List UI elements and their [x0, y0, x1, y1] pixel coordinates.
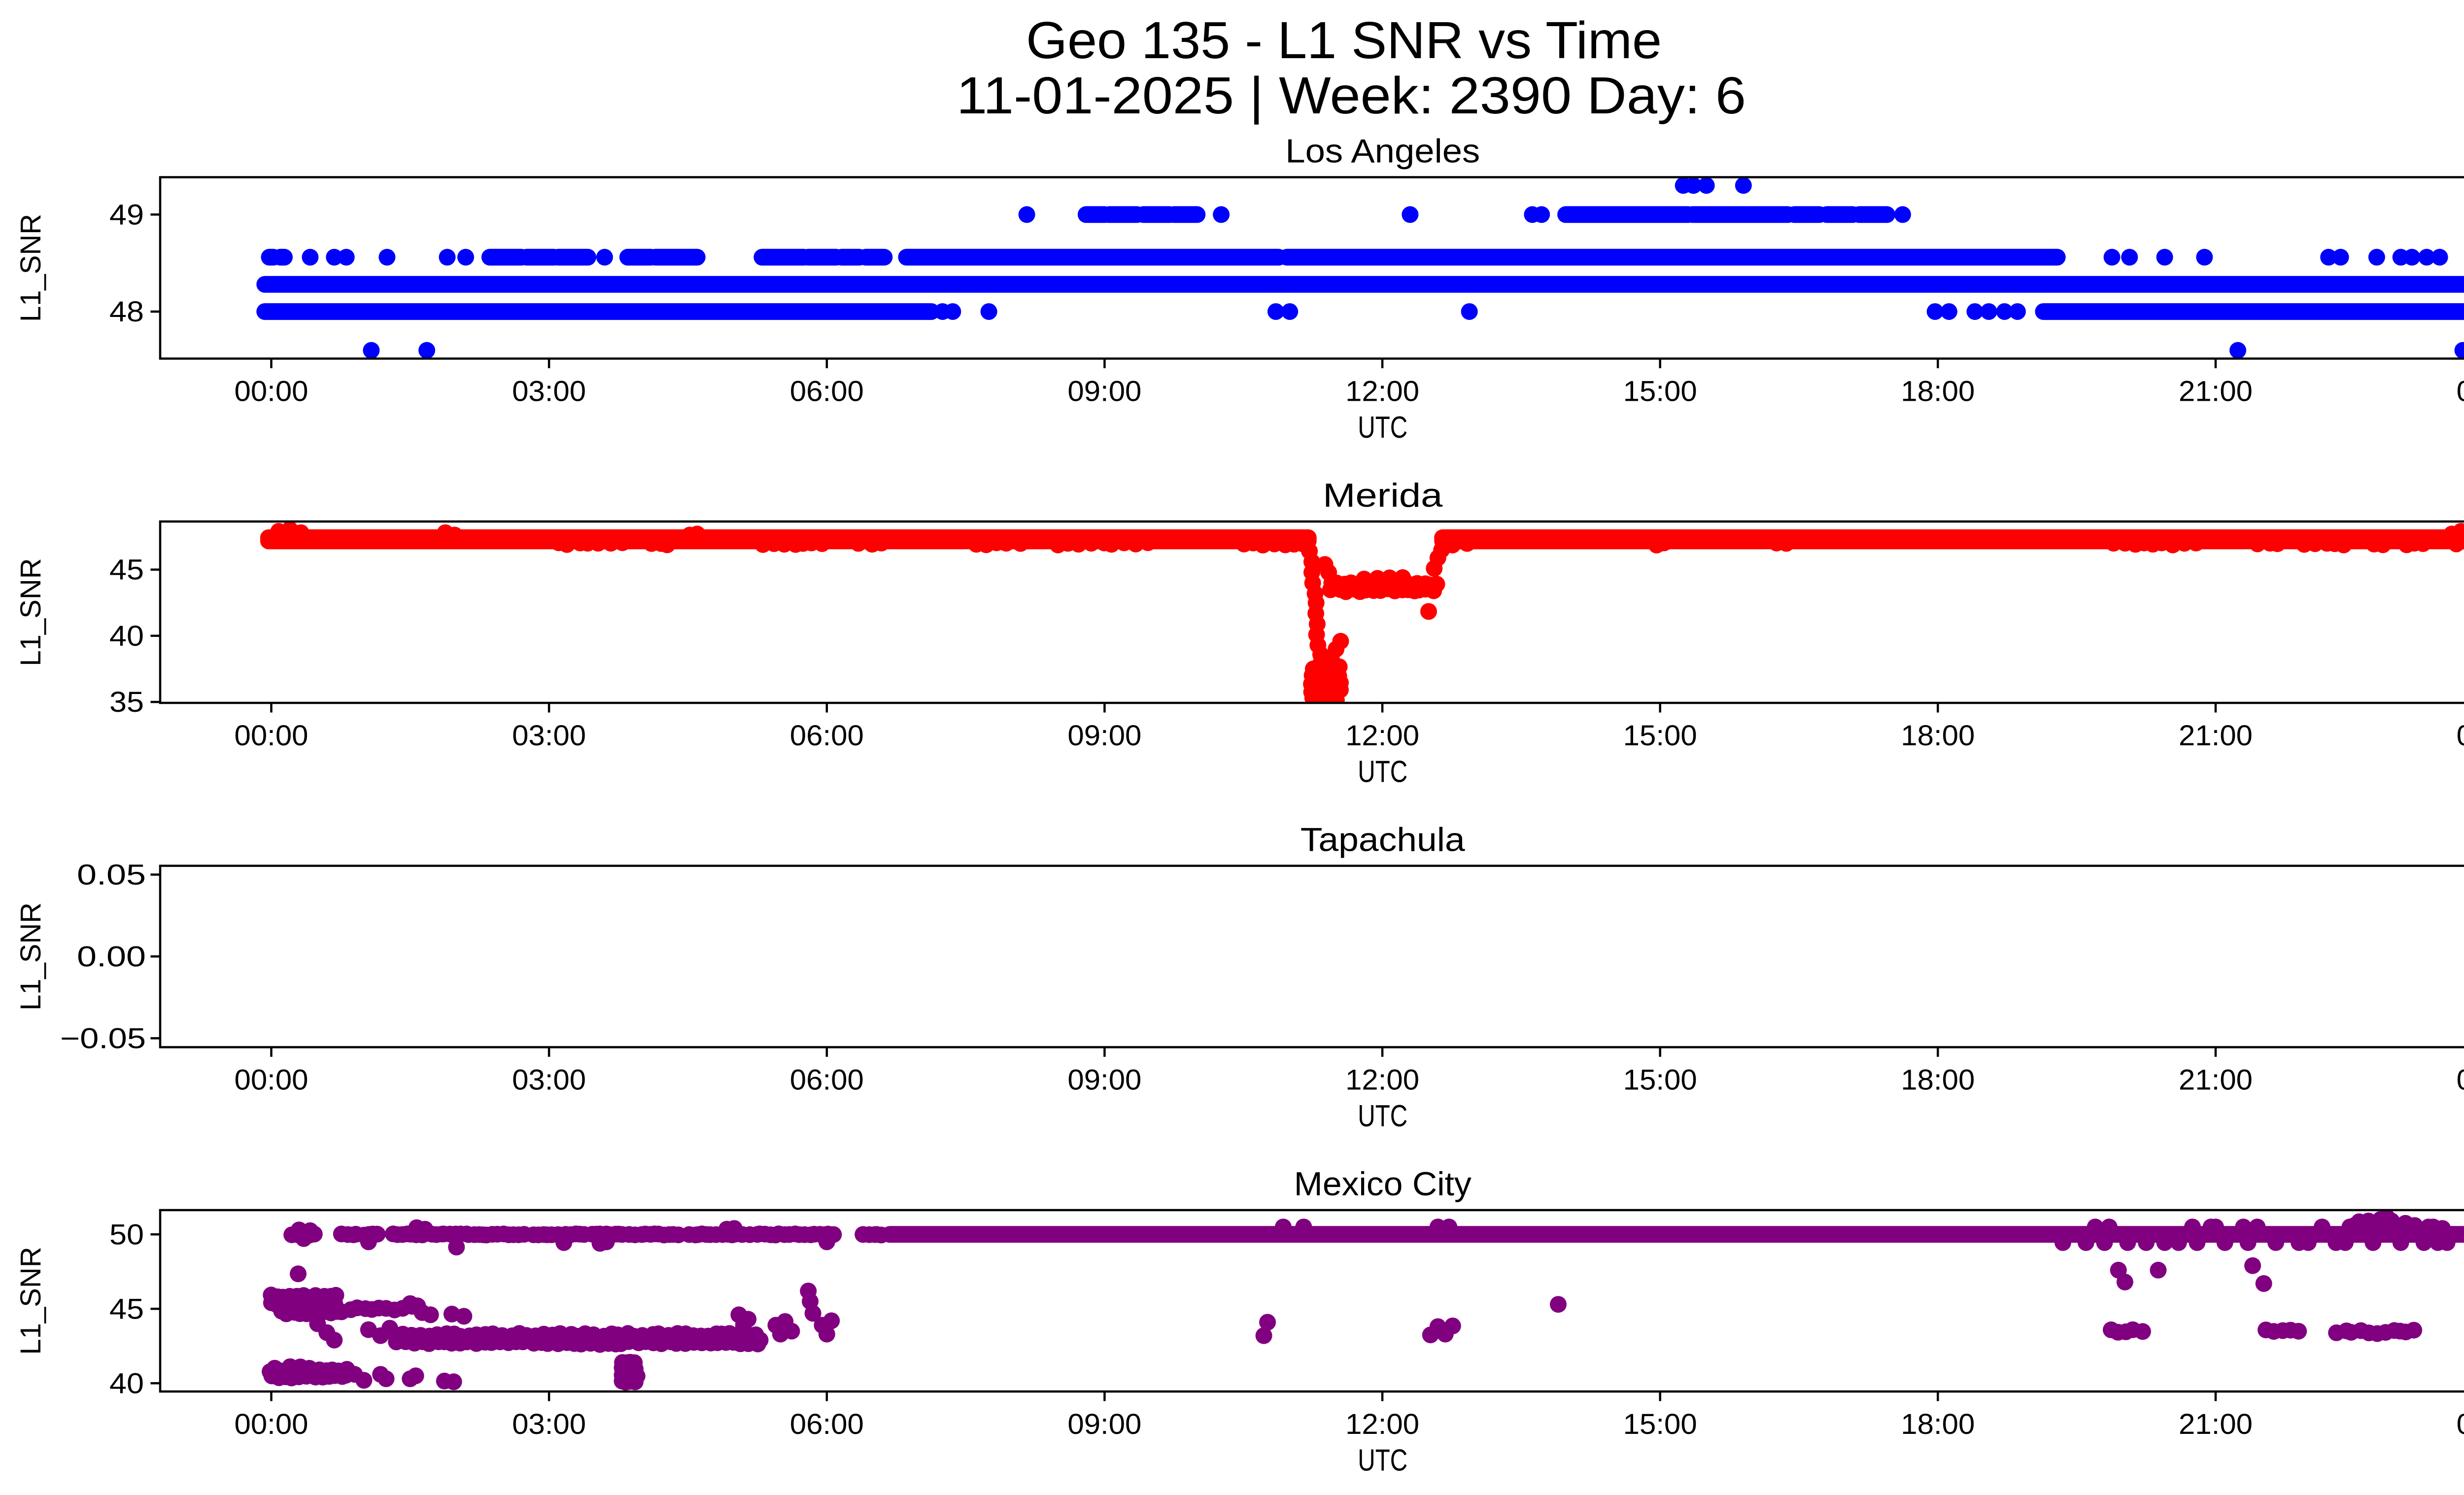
svg-text:Los Angeles: Los Angeles — [1285, 133, 1480, 170]
svg-text:03:00: 03:00 — [512, 1064, 586, 1096]
svg-text:21:00: 21:00 — [2179, 1064, 2253, 1096]
svg-text:00:00: 00:00 — [235, 720, 308, 752]
svg-text:35: 35 — [109, 686, 144, 718]
svg-text:49: 49 — [109, 199, 144, 231]
svg-text:45: 45 — [109, 1293, 144, 1325]
svg-text:18:00: 18:00 — [1901, 720, 1975, 752]
svg-text:06:00: 06:00 — [790, 1408, 864, 1440]
svg-text:15:00: 15:00 — [1623, 720, 1697, 752]
svg-text:15:00: 15:00 — [1623, 1408, 1697, 1440]
svg-text:UTC: UTC — [1358, 411, 1407, 445]
svg-text:UTC: UTC — [1358, 755, 1407, 789]
svg-text:09:00: 09:00 — [1067, 1064, 1141, 1096]
svg-text:06:00: 06:00 — [790, 720, 864, 752]
svg-text:Geo 135 - L1 SNR vs Time: Geo 135 - L1 SNR vs Time — [1026, 11, 1662, 70]
svg-text:00:00: 00:00 — [2457, 1064, 2464, 1096]
svg-text:09:00: 09:00 — [1067, 376, 1141, 408]
svg-text:06:00: 06:00 — [790, 1064, 864, 1096]
svg-text:Mexico City: Mexico City — [1294, 1165, 1472, 1203]
svg-text:03:00: 03:00 — [512, 376, 586, 408]
svg-text:11-01-2025 | Week: 2390 Day: 6: 11-01-2025 | Week: 2390 Day: 6 — [957, 67, 1746, 125]
svg-text:03:00: 03:00 — [512, 720, 586, 752]
svg-text:06:00: 06:00 — [790, 376, 864, 408]
svg-text:18:00: 18:00 — [1901, 1064, 1975, 1096]
svg-text:12:00: 12:00 — [1345, 1064, 1419, 1096]
svg-text:L1_SNR: L1_SNR — [15, 558, 47, 666]
svg-text:15:00: 15:00 — [1623, 376, 1697, 408]
svg-text:00:00: 00:00 — [235, 376, 308, 408]
svg-text:UTC: UTC — [1358, 1099, 1407, 1133]
svg-text:00:00: 00:00 — [2457, 720, 2464, 752]
svg-text:12:00: 12:00 — [1345, 376, 1419, 408]
svg-text:Tapachula: Tapachula — [1300, 821, 1465, 859]
svg-text:00:00: 00:00 — [235, 1408, 308, 1440]
svg-text:48: 48 — [109, 296, 144, 328]
svg-text:12:00: 12:00 — [1345, 1408, 1419, 1440]
svg-text:L1_SNR: L1_SNR — [15, 1247, 47, 1355]
svg-text:00:00: 00:00 — [235, 1064, 308, 1096]
svg-text:45: 45 — [109, 554, 144, 586]
svg-text:09:00: 09:00 — [1067, 720, 1141, 752]
svg-text:UTC: UTC — [1358, 1444, 1407, 1478]
svg-text:18:00: 18:00 — [1901, 1408, 1975, 1440]
svg-text:L1_SNR: L1_SNR — [15, 903, 47, 1010]
svg-text:00:00: 00:00 — [2457, 376, 2464, 408]
svg-text:40: 40 — [109, 1367, 144, 1399]
svg-text:03:00: 03:00 — [512, 1408, 586, 1440]
svg-text:15:00: 15:00 — [1623, 1064, 1697, 1096]
svg-text:L1_SNR: L1_SNR — [15, 214, 47, 322]
svg-text:18:00: 18:00 — [1901, 376, 1975, 408]
svg-text:21:00: 21:00 — [2179, 1408, 2253, 1440]
svg-text:12:00: 12:00 — [1345, 720, 1419, 752]
svg-text:0.00: 0.00 — [77, 940, 146, 973]
svg-text:0.05: 0.05 — [77, 859, 146, 891]
svg-text:Merida: Merida — [1323, 477, 1442, 514]
svg-text:50: 50 — [109, 1218, 144, 1251]
svg-text:21:00: 21:00 — [2179, 376, 2253, 408]
svg-text:00:00: 00:00 — [2457, 1408, 2464, 1440]
svg-text:40: 40 — [109, 620, 144, 652]
svg-text:21:00: 21:00 — [2179, 720, 2253, 752]
svg-text:−0.05: −0.05 — [60, 1022, 146, 1054]
svg-text:09:00: 09:00 — [1067, 1408, 1141, 1440]
